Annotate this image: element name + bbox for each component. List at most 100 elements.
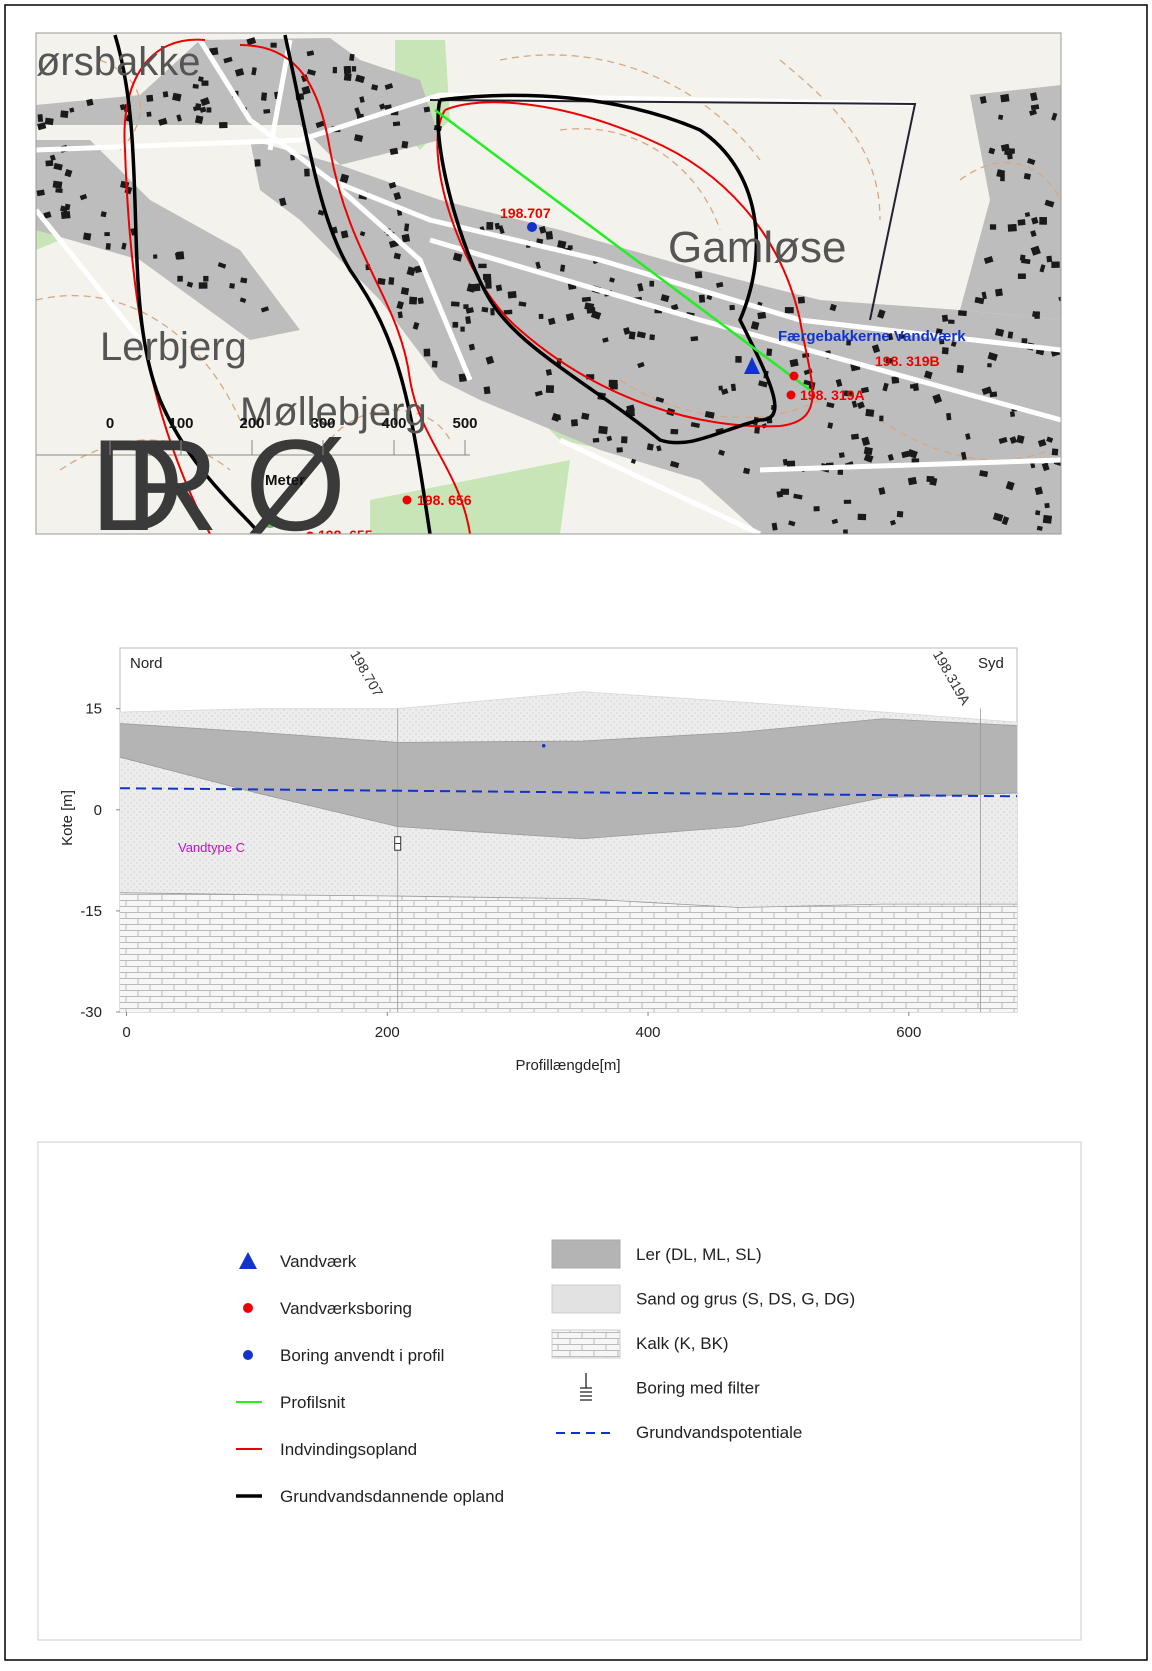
building	[463, 304, 468, 309]
building	[45, 160, 53, 166]
building	[851, 434, 859, 440]
legend-label: Boring anvendt i profil	[280, 1346, 444, 1365]
building	[1007, 154, 1013, 160]
building	[695, 271, 702, 278]
building	[418, 297, 424, 304]
direction-label: Nord	[130, 655, 163, 672]
building	[402, 234, 411, 243]
legend-label: Profilsnit	[280, 1393, 345, 1412]
x-tick-label: 400	[636, 1024, 661, 1041]
x-tick-label: 600	[896, 1024, 921, 1041]
building	[207, 107, 212, 112]
point	[542, 744, 546, 748]
building	[621, 436, 627, 443]
building	[496, 284, 503, 291]
building	[261, 92, 267, 100]
building	[106, 243, 111, 250]
legend-label: Grundvandsdannende opland	[280, 1487, 504, 1506]
building	[546, 231, 553, 240]
building	[629, 331, 636, 339]
boring-label: 198. 319B	[875, 353, 940, 369]
y-axis-label: Kote [m]	[59, 790, 76, 846]
building	[83, 233, 91, 241]
building	[163, 91, 169, 97]
legend-label: Grundvandspotentiale	[636, 1423, 802, 1442]
building	[649, 281, 654, 287]
building	[731, 384, 736, 392]
building	[401, 141, 408, 149]
building	[766, 348, 772, 356]
building	[649, 334, 655, 340]
building	[333, 67, 337, 73]
legend-icon	[552, 1285, 620, 1313]
building	[879, 416, 883, 422]
building	[146, 112, 151, 117]
legend-icon	[243, 1303, 253, 1313]
building	[1008, 331, 1014, 338]
building	[199, 282, 208, 289]
waterworks-label: Færgebakkerne Vandværk	[778, 328, 966, 345]
building	[990, 224, 996, 229]
building	[593, 438, 600, 443]
place-name: ørsbakke	[36, 40, 201, 84]
legend-label: Ler (DL, ML, SL)	[636, 1245, 762, 1264]
legend-label: Kalk (K, BK)	[636, 1334, 729, 1353]
building	[55, 188, 62, 193]
x-tick-label: 200	[375, 1024, 400, 1041]
x-tick-label: 0	[122, 1024, 130, 1041]
water-type: Vandtype C	[178, 840, 245, 855]
boring	[403, 496, 412, 505]
building	[393, 121, 400, 126]
legend-icon	[552, 1330, 620, 1358]
building	[1024, 173, 1031, 180]
building	[451, 301, 460, 306]
building	[255, 159, 261, 166]
building	[263, 109, 270, 114]
building	[555, 415, 561, 421]
building	[858, 514, 867, 521]
building	[838, 469, 843, 475]
building	[486, 222, 493, 230]
building	[942, 315, 948, 322]
building	[1022, 338, 1028, 344]
building	[1008, 224, 1017, 232]
building	[1025, 212, 1030, 217]
y-tick-label: 0	[94, 802, 102, 819]
building	[101, 211, 107, 217]
scale-label: 200	[239, 415, 264, 432]
building	[203, 276, 208, 282]
legend-label: Boring med filter	[636, 1379, 760, 1398]
y-tick-label: -30	[80, 1004, 102, 1021]
building	[409, 297, 417, 305]
y-tick-label: 15	[85, 701, 102, 718]
building	[1000, 94, 1009, 103]
building	[424, 349, 431, 357]
building	[1034, 311, 1039, 318]
building	[995, 289, 1003, 297]
big-letter: R	[125, 412, 219, 558]
building	[690, 336, 698, 341]
building	[229, 283, 235, 289]
building	[798, 297, 805, 304]
building	[582, 297, 591, 302]
building	[843, 529, 848, 535]
building	[568, 245, 573, 249]
building	[177, 276, 183, 282]
building	[432, 361, 438, 368]
legend-box	[38, 1142, 1081, 1640]
boring	[787, 391, 796, 400]
boring-profile	[527, 222, 537, 232]
building	[1060, 386, 1068, 394]
building	[38, 114, 44, 122]
building	[987, 363, 992, 367]
building	[844, 500, 851, 504]
boring-label: 198. 319A	[800, 387, 865, 403]
building	[942, 347, 949, 354]
direction-label: Syd	[978, 655, 1004, 672]
building	[729, 305, 735, 310]
building	[814, 506, 820, 511]
building	[484, 277, 491, 282]
scale-label: 400	[381, 415, 406, 432]
building	[404, 223, 409, 231]
building	[344, 66, 351, 74]
